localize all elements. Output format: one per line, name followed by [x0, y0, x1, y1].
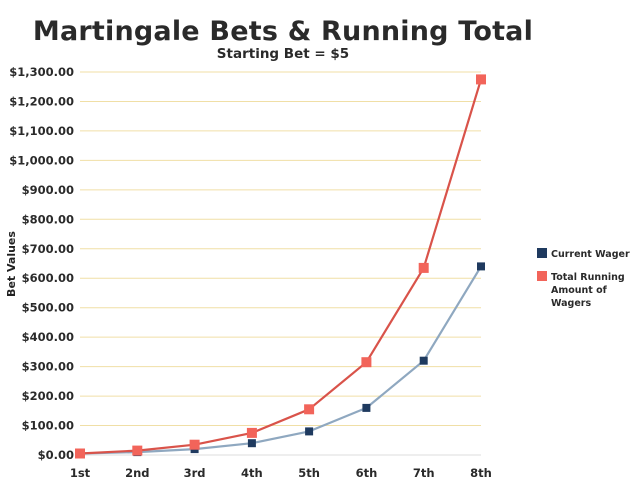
chart-subtitle: Starting Bet = $5	[217, 46, 349, 62]
x-tick-label: 6th	[356, 466, 378, 480]
series-0-point	[305, 427, 314, 436]
y-tick-labels: $0.00 $100.00 $200.00 $300.00 $400.00 $500.00…	[9, 65, 74, 462]
series-0-point	[362, 403, 371, 412]
y-tick-label: $200.00	[22, 389, 74, 403]
y-tick-label: $1,000.00	[9, 153, 74, 167]
y-tick-label: $900.00	[22, 183, 74, 197]
x-tick-label: 8th	[470, 466, 492, 480]
legend: Current Wager Total Running Amount of Wager…	[537, 248, 630, 309]
series-1-point	[189, 439, 200, 450]
y-tick-label: $1,200.00	[9, 94, 74, 108]
y-tick-label: $700.00	[22, 242, 74, 256]
legend-swatch-current-wager	[537, 248, 547, 258]
y-tick-label: $0.00	[38, 448, 74, 462]
x-tick-label: 4th	[241, 466, 263, 480]
series-line-1	[78, 78, 483, 455]
y-tick-label: $100.00	[22, 419, 74, 433]
gridlines	[80, 71, 481, 456]
legend-label-current-wager: Current Wager	[551, 249, 630, 260]
series-1-point	[418, 262, 429, 273]
legend-label-total-running: Total Running	[551, 272, 625, 283]
legend-label-total-running: Amount of	[551, 285, 608, 296]
series-1-point	[132, 445, 143, 456]
legend-swatch-total-running	[537, 271, 547, 281]
x-tick-label: 3rd	[184, 466, 206, 480]
series-1-point	[304, 404, 315, 415]
series-line-0	[78, 265, 483, 455]
y-tick-label: $1,300.00	[9, 65, 74, 79]
series-1-point	[75, 448, 85, 459]
y-tick-label: $800.00	[22, 212, 74, 226]
chart-title: Martingale Bets & Running Total	[33, 16, 533, 47]
x-tick-labels: 1st 2nd 3rd 4th 5th 6th 7th 8th	[70, 466, 492, 480]
x-tick-label: 5th	[298, 466, 320, 480]
y-tick-label: $300.00	[22, 360, 74, 374]
legend-label-total-running: Wagers	[551, 298, 591, 309]
y-tick-label: $600.00	[22, 271, 74, 285]
series-1-point	[361, 357, 372, 368]
y-axis-label: Bet Values	[5, 231, 18, 297]
y-tick-label: $1,100.00	[9, 124, 74, 138]
series-0-point	[419, 356, 428, 365]
series-0-point	[477, 262, 485, 271]
x-tick-label: 1st	[70, 466, 91, 480]
series-1-point	[476, 74, 486, 85]
x-tick-label: 2nd	[125, 466, 149, 480]
series-0-point	[247, 439, 256, 448]
y-tick-label: $400.00	[22, 330, 74, 344]
y-tick-label: $500.00	[22, 301, 74, 315]
series-1-point	[246, 427, 257, 438]
series-group	[75, 74, 486, 459]
x-tick-label: 7th	[413, 466, 435, 480]
